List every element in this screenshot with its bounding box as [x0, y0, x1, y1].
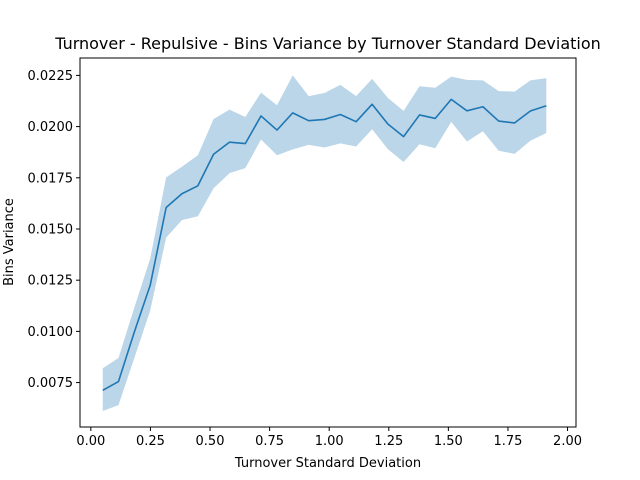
x-tick-label: 1.75 — [493, 434, 522, 449]
y-tick-label: 0.0150 — [28, 222, 74, 237]
x-tick-label: 0.25 — [136, 434, 165, 449]
x-axis-label: Turnover Standard Deviation — [234, 456, 421, 471]
x-tick-label: 0.00 — [76, 434, 105, 449]
plot-frame — [79, 57, 577, 428]
x-tick-label: 1.50 — [434, 434, 463, 449]
y-axis-label: Bins Variance — [2, 198, 17, 286]
chart-title: Turnover - Repulsive - Bins Variance by … — [54, 34, 601, 53]
x-tick-label: 1.25 — [374, 434, 403, 449]
y-tick-label: 0.0075 — [28, 376, 74, 391]
x-tick-label: 2.00 — [553, 434, 582, 449]
x-tick-label: 0.75 — [255, 434, 284, 449]
confidence-band — [102, 75, 547, 412]
y-tick-label: 0.0100 — [28, 325, 74, 340]
y-tick-label: 0.0225 — [28, 69, 74, 84]
y-tick-label: 0.0200 — [28, 120, 74, 135]
x-tick-label: 1.00 — [315, 434, 344, 449]
y-tick-label: 0.0175 — [28, 171, 74, 186]
y-tick-label: 0.0125 — [28, 274, 74, 289]
x-tick-label: 0.50 — [196, 434, 225, 449]
